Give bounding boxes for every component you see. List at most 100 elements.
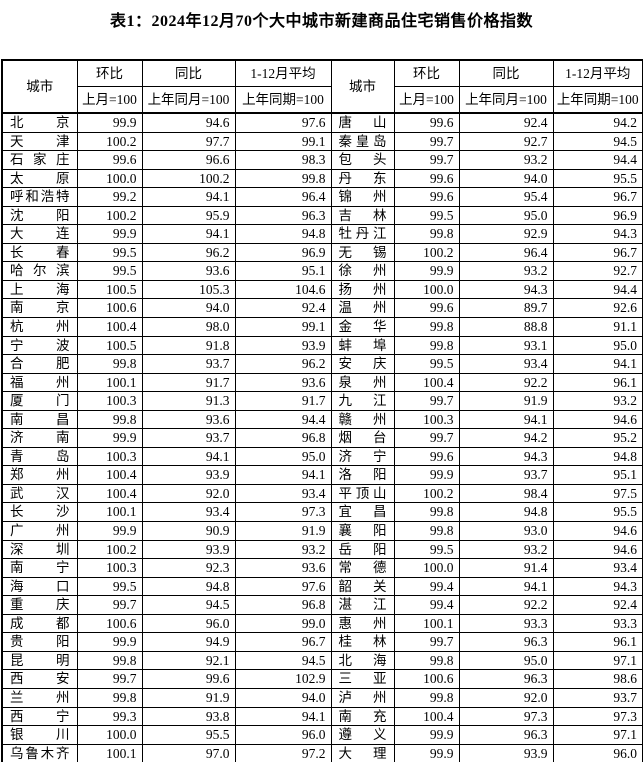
city-cell-left: 乌鲁木齐 — [1, 743, 78, 762]
yoy-cell-right: 94.8 — [458, 502, 554, 523]
city-cell-left: 郑州 — [1, 465, 78, 485]
city-cell-left: 北京 — [1, 112, 78, 133]
city-cell-left: 武汉 — [1, 483, 78, 504]
yoy-cell-left: 92.3 — [141, 558, 236, 578]
avg-cell-right: 92.6 — [552, 298, 643, 319]
city-cell-right: 湛江 — [330, 595, 395, 615]
mom-cell-left: 99.8 — [76, 650, 143, 671]
city-cell-right: 赣州 — [330, 409, 395, 430]
header-mom-right: 环比 — [393, 59, 460, 87]
header-mom-base-right: 上月=100 — [393, 86, 460, 114]
mom-cell-right: 99.8 — [393, 317, 460, 337]
yoy-cell-left: 92.1 — [141, 650, 236, 671]
city-cell-left: 济南 — [1, 428, 78, 448]
city-cell-right: 蚌埠 — [330, 335, 395, 356]
avg-cell-right: 97.1 — [552, 650, 643, 671]
table-row: 南宁 100.3 92.3 93.6 常德 100.0 91.4 93.4 — [1, 558, 643, 578]
avg-cell-right: 96.9 — [552, 205, 643, 226]
yoy-cell-left: 93.4 — [141, 502, 236, 523]
city-cell-right: 秦皇岛 — [330, 131, 395, 152]
header-city-left: 城市 — [1, 59, 78, 114]
table-row: 西安 99.7 99.6 102.9 三亚 100.6 96.3 98.6 — [1, 669, 643, 689]
avg-cell-right: 94.6 — [552, 539, 643, 560]
avg-cell-left: 95.1 — [234, 261, 332, 281]
city-cell-right: 襄阳 — [330, 521, 395, 541]
avg-cell-right: 96.1 — [552, 372, 643, 393]
city-cell-left: 合肥 — [1, 354, 78, 374]
avg-cell-left: 95.0 — [234, 446, 332, 467]
table-header: 城市 环比 同比 1-12月平均 城市 环比 同比 1-12月平均 上月=100… — [1, 59, 643, 114]
yoy-cell-left: 91.7 — [141, 372, 236, 393]
yoy-cell-right: 89.7 — [458, 298, 554, 319]
city-cell-right: 泉州 — [330, 372, 395, 393]
yoy-cell-left: 93.8 — [141, 706, 236, 727]
city-cell-right: 北海 — [330, 650, 395, 671]
mom-cell-left: 100.2 — [76, 131, 143, 152]
yoy-cell-right: 93.9 — [458, 743, 554, 762]
mom-cell-left: 100.3 — [76, 558, 143, 578]
city-cell-left: 昆明 — [1, 650, 78, 671]
yoy-cell-left: 92.0 — [141, 483, 236, 504]
avg-cell-right: 93.2 — [552, 391, 643, 411]
mom-cell-left: 100.4 — [76, 483, 143, 504]
mom-cell-right: 99.6 — [393, 112, 460, 133]
mom-cell-right: 99.8 — [393, 335, 460, 356]
yoy-cell-left: 97.7 — [141, 131, 236, 152]
table-row: 宁波 100.5 91.8 93.9 蚌埠 99.8 93.1 95.0 — [1, 335, 643, 356]
price-index-table: 城市 环比 同比 1-12月平均 城市 环比 同比 1-12月平均 上月=100… — [1, 59, 643, 762]
table-row: 西宁 99.3 93.8 94.1 南充 100.4 97.3 97.3 — [1, 706, 643, 727]
yoy-cell-left: 93.9 — [141, 465, 236, 485]
mom-cell-right: 100.3 — [393, 409, 460, 430]
avg-cell-left: 99.0 — [234, 613, 332, 634]
city-cell-left: 杭州 — [1, 317, 78, 337]
avg-cell-left: 92.4 — [234, 298, 332, 319]
mom-cell-left: 100.6 — [76, 298, 143, 319]
table-row: 青岛 100.3 94.1 95.0 济宁 99.6 94.3 94.8 — [1, 446, 643, 467]
avg-cell-left: 93.6 — [234, 558, 332, 578]
table-row: 呼和浩特 99.2 94.1 96.4 锦州 99.6 95.4 96.7 — [1, 187, 643, 207]
avg-cell-right: 91.1 — [552, 317, 643, 337]
mom-cell-right: 99.8 — [393, 521, 460, 541]
avg-cell-right: 94.8 — [552, 446, 643, 467]
avg-cell-left: 96.0 — [234, 725, 332, 745]
avg-cell-left: 94.8 — [234, 224, 332, 244]
city-cell-right: 桂林 — [330, 632, 395, 652]
yoy-cell-right: 95.4 — [458, 187, 554, 207]
yoy-cell-left: 94.6 — [141, 112, 236, 133]
mom-cell-left: 100.1 — [76, 743, 143, 762]
table-row: 北京 99.9 94.6 97.6 唐山 99.6 92.4 94.2 — [1, 112, 643, 133]
avg-cell-right: 94.6 — [552, 521, 643, 541]
avg-cell-right: 94.4 — [552, 279, 643, 300]
table-row: 上海 100.5 105.3 104.6 扬州 100.0 94.3 94.4 — [1, 279, 643, 300]
table-row: 长沙 100.1 93.4 97.3 宜昌 99.8 94.8 95.5 — [1, 502, 643, 523]
avg-cell-left: 99.1 — [234, 131, 332, 152]
yoy-cell-left: 96.2 — [141, 242, 236, 263]
yoy-cell-left: 96.0 — [141, 613, 236, 634]
city-cell-right: 南充 — [330, 706, 395, 727]
avg-cell-left: 96.8 — [234, 595, 332, 615]
mom-cell-left: 100.2 — [76, 205, 143, 226]
avg-cell-left: 96.4 — [234, 187, 332, 207]
city-cell-left: 太原 — [1, 168, 78, 189]
city-cell-right: 烟台 — [330, 428, 395, 448]
yoy-cell-right: 93.0 — [458, 521, 554, 541]
avg-cell-right: 94.2 — [552, 112, 643, 133]
mom-cell-right: 99.9 — [393, 725, 460, 745]
yoy-cell-right: 91.4 — [458, 558, 554, 578]
city-cell-left: 南宁 — [1, 558, 78, 578]
table-row: 福州 100.1 91.7 93.6 泉州 100.4 92.2 96.1 — [1, 372, 643, 393]
avg-cell-right: 97.5 — [552, 483, 643, 504]
mom-cell-right: 99.9 — [393, 465, 460, 485]
table-row: 武汉 100.4 92.0 93.4 平顶山 100.2 98.4 97.5 — [1, 483, 643, 504]
avg-cell-left: 91.7 — [234, 391, 332, 411]
mom-cell-left: 99.5 — [76, 261, 143, 281]
city-cell-right: 温州 — [330, 298, 395, 319]
city-cell-left: 福州 — [1, 372, 78, 393]
avg-cell-left: 99.1 — [234, 317, 332, 337]
avg-cell-right: 93.3 — [552, 613, 643, 634]
table-body: 北京 99.9 94.6 97.6 唐山 99.6 92.4 94.2 天津 1… — [1, 112, 643, 762]
avg-cell-left: 104.6 — [234, 279, 332, 300]
avg-cell-left: 94.4 — [234, 409, 332, 430]
yoy-cell-left: 94.1 — [141, 446, 236, 467]
